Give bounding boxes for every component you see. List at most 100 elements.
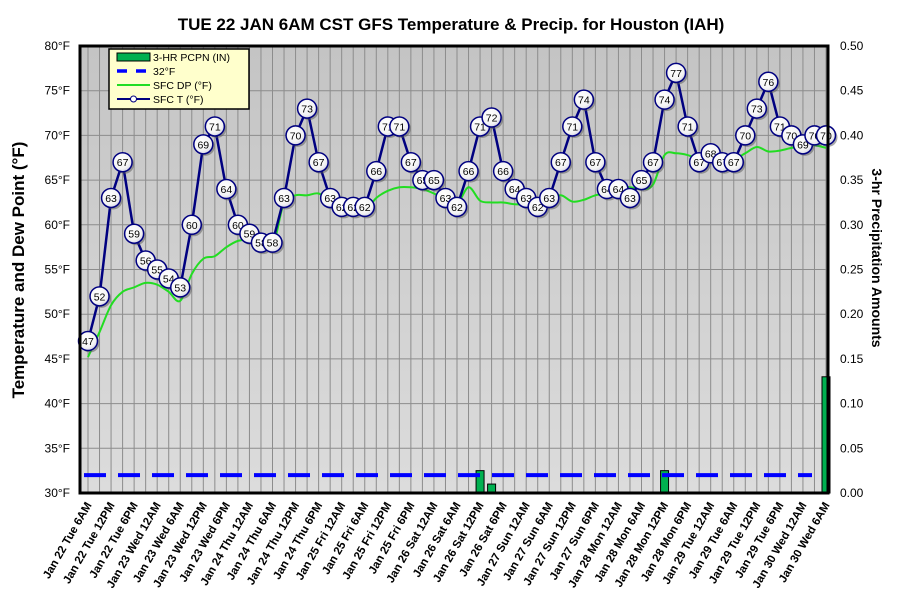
marker-circle: [492, 160, 514, 182]
temperature-value-label: 63: [520, 193, 532, 205]
temperature-value-label: 68: [705, 148, 717, 160]
y-axis-right-ticks: 0.00 0.05 0.10 0.15 0.20 0.25 0.30 0.35 0.40 0.45…: [840, 39, 864, 500]
legend-marker-temperature: [130, 95, 137, 103]
temperature-value-label: 62: [347, 202, 359, 214]
y-tick-label: 55°F: [45, 263, 70, 277]
temperature-value-label: 67: [693, 157, 705, 169]
temperature-value-label: 60: [232, 220, 244, 232]
temperature-value-label: 67: [590, 157, 602, 169]
temperature-value-label: 77: [670, 68, 682, 80]
temperature-value-label: 65: [417, 175, 429, 187]
legend-label-precip: 3-HR PCPN (IN): [153, 52, 230, 64]
temperature-value-label: 67: [117, 157, 129, 169]
marker-circle: [815, 125, 837, 146]
temperature-value-label: 59: [244, 229, 256, 241]
temperature-value-label: 74: [659, 95, 671, 107]
marker-circle: [562, 116, 583, 137]
temperature-point: 73: [296, 98, 319, 121]
marker-circle: [308, 151, 329, 173]
temperature-value-label: 64: [509, 184, 521, 196]
temperature-point: 60: [181, 214, 204, 237]
marker-circle: [758, 71, 779, 93]
y2-tick-label: 0.35: [840, 173, 864, 187]
marker-circle: [273, 187, 295, 209]
temperature-point: 67: [585, 151, 607, 174]
legend-swatch-precip: [116, 52, 151, 62]
y2-tick-label: 0.00: [840, 486, 864, 500]
temperature-point: 67: [308, 151, 331, 174]
temperature-value-label: 67: [313, 157, 325, 169]
temperature-point: 66: [492, 160, 515, 183]
marker-circle: [366, 160, 387, 182]
temperature-point: 63: [273, 187, 296, 210]
temperature-value-label: 74: [578, 95, 590, 107]
y-axis-right-label: 3-hr Precipitation Amounts: [869, 168, 885, 347]
temperature-point: 67: [723, 151, 746, 174]
temperature-value-label: 73: [301, 104, 313, 116]
temperature-point: 73: [746, 98, 769, 121]
temperature-value-label: 56: [140, 256, 152, 268]
temperature-value-label: 72: [486, 113, 498, 125]
y-tick-label: 65°F: [45, 173, 70, 187]
temperature-value-label: 59: [128, 229, 140, 241]
temperature-point: 66: [458, 160, 481, 183]
temperature-point: 67: [112, 151, 135, 174]
temperature-point: 65: [631, 169, 653, 192]
temperature-point: 69: [193, 134, 215, 156]
temperature-value-label: 52: [94, 291, 106, 303]
temperature-point: 74: [573, 89, 596, 112]
marker-circle: [481, 107, 502, 128]
temperature-point: 63: [515, 187, 538, 210]
temperature-value-label: 71: [382, 121, 394, 133]
temperature-point: 70: [735, 125, 757, 147]
y-tick-label: 30°F: [45, 486, 70, 500]
marker-circle: [746, 98, 768, 119]
temperature-value-label: 76: [763, 77, 775, 89]
y-tick-label: 75°F: [45, 84, 70, 98]
temperature-value-label: 54: [163, 273, 175, 285]
y2-tick-label: 0.20: [840, 307, 864, 321]
marker-circle: [100, 187, 122, 209]
temperature-point: 67: [400, 151, 423, 174]
chart-title: TUE 22 JAN 6AM CST GFS Temperature & Pre…: [178, 15, 725, 34]
marker-circle: [573, 89, 595, 110]
y2-tick-label: 0.45: [840, 84, 864, 98]
temperature-point: 71: [204, 116, 227, 138]
y2-tick-label: 0.10: [840, 397, 864, 411]
y2-tick-label: 0.25: [840, 263, 864, 277]
temperature-value-label: 64: [221, 184, 233, 196]
temperature-value-label: 71: [774, 121, 786, 133]
marker-circle: [446, 196, 468, 218]
temperature-value-label: 63: [105, 193, 117, 205]
temperature-value-label: 67: [405, 157, 417, 169]
y-axis-left-ticks: 30°F 35°F 40°F 45°F 50°F 55°F 60°F 65°F 70°F 75°F…: [45, 39, 70, 500]
temperature-value-label: 67: [728, 157, 740, 169]
temperature-value-label: 70: [809, 130, 821, 142]
temperature-value-label: 67: [555, 157, 567, 169]
temperature-value-label: 71: [566, 121, 578, 133]
y-axis-left-label: Temperature and Dew Point (°F): [9, 142, 28, 399]
temperature-value-label: 63: [324, 193, 336, 205]
temperature-point: 53: [170, 277, 192, 299]
temperature-point: 64: [216, 178, 238, 201]
temperature-value-label: 73: [751, 104, 763, 116]
temperature-point: 67: [550, 151, 573, 174]
temperature-point: 47: [77, 330, 100, 353]
temperature-point: 74: [654, 89, 677, 112]
temperature-point: 67: [642, 151, 665, 174]
temperature-value-label: 58: [267, 238, 279, 250]
temperature-point: 63: [100, 187, 123, 210]
marker-circle: [619, 187, 641, 209]
temperature-point: 77: [665, 62, 688, 85]
temperature-point: 63: [539, 187, 561, 210]
marker-circle: [550, 151, 572, 173]
temperature-value-label: 66: [463, 166, 475, 178]
marker-circle: [181, 214, 203, 236]
temperature-point: 62: [354, 196, 377, 219]
marker-circle: [423, 169, 445, 191]
y-tick-label: 40°F: [45, 397, 70, 411]
marker-circle: [389, 116, 410, 137]
